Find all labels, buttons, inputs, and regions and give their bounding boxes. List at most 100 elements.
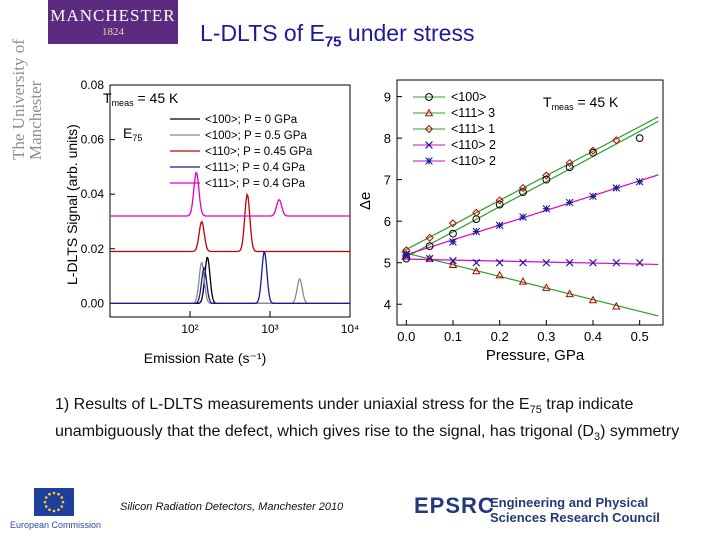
data-point: [472, 208, 481, 217]
data-point: [495, 258, 504, 267]
caption-sub2: 3: [593, 431, 601, 444]
ldlts-spectra-chart: 0.00 0.02 0.04 0.06 0.08 10² 10³ 10⁴ <100>; P …: [64, 78, 359, 366]
data-point: [589, 258, 597, 267]
y-tick-label: 0.02: [81, 242, 105, 256]
spectrum-line: [110, 192, 350, 253]
y-tick-label: 0.00: [81, 296, 105, 310]
data-point: [635, 258, 644, 267]
e75-peak-label: E75: [123, 125, 142, 143]
title-main: L-DLTS of E: [200, 20, 325, 46]
legend-marker: [425, 93, 433, 101]
data-point: [565, 163, 574, 172]
data-point: [519, 188, 527, 197]
data-point: [425, 242, 434, 251]
legend-entry: <110> 2: [451, 154, 496, 168]
y-tick-label: 8: [384, 131, 391, 146]
caption-part2: trap indicate unambiguously that the def…: [55, 396, 634, 441]
spectrum-line: [110, 171, 350, 217]
eu-star: [61, 500, 65, 504]
data-point: [448, 260, 458, 269]
left-ylabel: L-DLTS Signal (arb. units): [64, 124, 80, 285]
caption-sub1: 75: [529, 404, 542, 417]
y-tick-label: 6: [384, 214, 391, 229]
eu-star: [43, 500, 47, 504]
legend-entry: <111>; P = 0.4 GPa: [205, 178, 306, 190]
fit-line: [401, 116, 659, 253]
data-point: [402, 250, 411, 259]
data-point: [495, 270, 504, 279]
x-tick-label: 0.0: [397, 329, 415, 344]
legend-marker: [425, 157, 433, 165]
legend-marker: [424, 108, 434, 117]
tmeas-annotation: Tmeas = 45 K: [103, 90, 179, 108]
tmeas-annotation: Tmeas = 45 K: [543, 94, 619, 112]
x-tick-label: 10³: [261, 322, 278, 336]
data-point: [589, 192, 597, 201]
data-point: [448, 219, 458, 228]
title-rest: under stress: [341, 20, 475, 46]
legend-entry: <111> 1: [451, 122, 495, 136]
legend-entry: <110>; P = 0.45 GPa: [205, 146, 313, 158]
y-tick-label: 0.04: [81, 187, 105, 201]
data-point: [542, 204, 551, 213]
data-point: [519, 258, 527, 267]
caption-part3: ) symmetry: [600, 423, 680, 441]
legend-entry: <111>; P = 0.4 GPa: [205, 162, 306, 174]
epsrc-logo: EPSRC: [414, 493, 495, 518]
data-point: [472, 227, 481, 236]
eu-caption: European Commission: [10, 520, 102, 530]
data-point: [612, 258, 621, 267]
y-tick-label: 5: [384, 256, 391, 271]
x-tick-label: 10²: [181, 322, 198, 336]
side-wordmark: The University of Manchester: [9, 39, 45, 160]
data-point: [449, 238, 457, 246]
title-sub: 75: [324, 33, 342, 51]
eu-star: [60, 496, 64, 499]
data-point: [612, 301, 621, 310]
fit-line: [401, 120, 659, 261]
eu-star: [57, 492, 60, 496]
data-point: [589, 148, 597, 157]
data-point: [518, 183, 528, 193]
data-point: [495, 221, 504, 230]
caption-part1: 1) Results of L-DLTS measurements under …: [55, 396, 530, 413]
data-point: [588, 295, 598, 304]
eu-flag-logo: [34, 488, 74, 516]
eu-star: [48, 492, 51, 496]
eu-star: [52, 509, 56, 513]
data-point: [518, 276, 528, 285]
eu-star: [52, 491, 56, 495]
data-point: [425, 233, 434, 242]
x-tick-label: 0.2: [491, 329, 509, 344]
x-tick-label: 0.5: [631, 329, 649, 344]
data-point: [495, 200, 504, 209]
data-point: [495, 196, 504, 205]
data-point: [542, 258, 551, 267]
data-point: [635, 177, 644, 186]
data-point: [565, 198, 574, 207]
left-xlabel: Emission Rate (s⁻¹): [144, 350, 267, 366]
y-tick-label: 0.08: [81, 78, 105, 92]
legend-entry: <100>; P = 0 GPa: [205, 114, 298, 126]
data-point: [612, 136, 621, 145]
right-ylabel: Δe: [357, 192, 374, 210]
slide-caption: 1) Results of L-DLTS measurements under …: [55, 394, 695, 448]
eu-star: [44, 496, 48, 499]
data-point: [612, 184, 621, 192]
data-point: [472, 258, 481, 267]
data-point: [565, 289, 574, 298]
logo-name: MANCHESTER: [50, 6, 176, 25]
eu-star: [44, 505, 48, 508]
y-tick-label: 7: [384, 173, 391, 188]
data-point: [542, 171, 551, 180]
logo-year: 1824: [102, 26, 124, 38]
data-point: [588, 146, 598, 155]
spectrum-line: [110, 250, 350, 305]
data-point: [565, 158, 574, 168]
legend-entry: <110> 2: [451, 138, 496, 152]
footer-text: Silicon Radiation Detectors, Manchester …: [120, 501, 344, 513]
x-tick-label: 0.1: [444, 329, 462, 344]
x-tick-label: 0.4: [584, 329, 602, 344]
y-tick-label: 4: [384, 297, 391, 312]
data-point: [425, 254, 434, 262]
